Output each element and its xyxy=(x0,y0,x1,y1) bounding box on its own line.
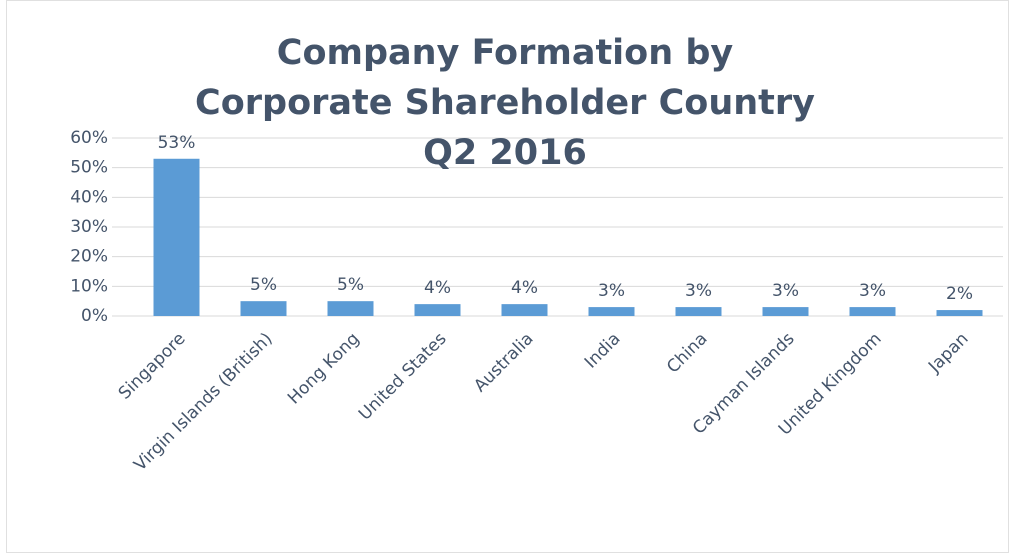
x-tick-label: China xyxy=(663,329,711,377)
bar xyxy=(153,158,200,316)
y-tick-label: 30% xyxy=(70,217,108,237)
bar xyxy=(588,307,635,316)
y-tick-label: 50% xyxy=(70,158,108,178)
x-tick-label: Japan xyxy=(924,329,972,377)
bar xyxy=(762,307,809,316)
bar xyxy=(936,310,983,316)
data-label: 2% xyxy=(946,284,973,304)
x-tick-label: Hong Kong xyxy=(284,329,363,408)
x-tick-label: Australia xyxy=(470,329,537,396)
y-tick-label: 0% xyxy=(81,306,108,326)
x-tick-label: United States xyxy=(355,329,451,425)
y-tick-label: 60% xyxy=(70,128,108,148)
data-label: 5% xyxy=(250,275,277,295)
bar xyxy=(675,307,722,316)
data-label: 3% xyxy=(772,281,799,301)
data-label: 3% xyxy=(685,281,712,301)
data-label: 4% xyxy=(424,278,451,298)
bar xyxy=(849,307,896,316)
data-label: 5% xyxy=(337,275,364,295)
data-label: 4% xyxy=(511,278,538,298)
data-label: 3% xyxy=(859,281,886,301)
data-label: 3% xyxy=(598,281,625,301)
x-tick-label: India xyxy=(581,329,625,373)
bar xyxy=(327,301,374,316)
data-label: 53% xyxy=(158,133,196,153)
chart-title: Company Formation by Corporate Sharehold… xyxy=(195,33,815,173)
bar xyxy=(414,304,461,316)
y-tick-label: 40% xyxy=(70,187,108,207)
bar xyxy=(501,304,548,316)
y-tick-label: 20% xyxy=(70,247,108,267)
y-tick-label: 10% xyxy=(70,276,108,296)
bar xyxy=(240,301,287,316)
x-tick-label: Singapore xyxy=(115,329,190,404)
